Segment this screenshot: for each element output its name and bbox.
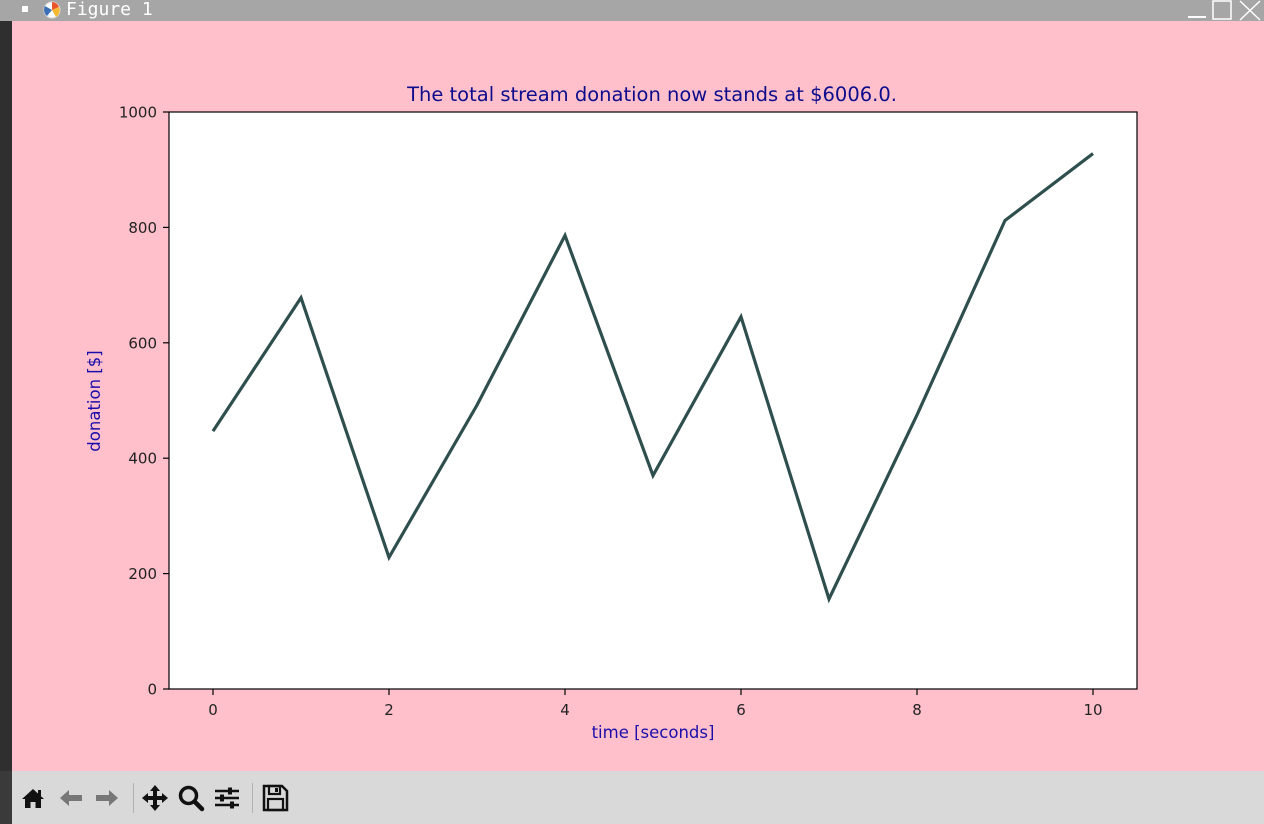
toolbar-separator xyxy=(252,783,253,813)
configure-subplots-icon[interactable] xyxy=(212,783,242,813)
x-tick-label: 8 xyxy=(912,701,922,719)
navigation-toolbar xyxy=(12,771,1264,824)
line-chart[interactable]: The total stream donation now stands at … xyxy=(12,21,1264,771)
maximize-icon[interactable] xyxy=(1211,0,1235,21)
zoom-icon[interactable] xyxy=(176,783,206,813)
close-icon[interactable] xyxy=(1238,0,1262,21)
y-axis: 0 200 400 600 800 1000 xyxy=(119,104,169,699)
home-icon[interactable] xyxy=(18,783,48,813)
y-tick-label: 0 xyxy=(147,681,157,699)
series-layer xyxy=(211,152,1094,604)
title-bar[interactable]: Figure 1 xyxy=(0,0,1264,21)
x-axis: 0 2 4 6 8 10 xyxy=(208,689,1103,719)
y-tick-label: 800 xyxy=(128,219,157,237)
plot-area[interactable] xyxy=(168,111,1138,690)
x-axis-label: time [seconds] xyxy=(592,723,715,742)
x-tick-label: 4 xyxy=(560,701,570,719)
x-tick-label: 2 xyxy=(384,701,394,719)
forward-arrow-icon[interactable] xyxy=(92,783,122,813)
window-title: Figure 1 xyxy=(66,0,153,20)
x-tick-label: 6 xyxy=(736,701,746,719)
y-axis-label: donation [$] xyxy=(85,350,104,451)
figure-canvas[interactable]: The total stream donation now stands at … xyxy=(12,21,1264,771)
y-tick-label: 1000 xyxy=(119,104,157,122)
pan-icon[interactable] xyxy=(140,783,170,813)
chart-title: The total stream donation now stands at … xyxy=(406,83,897,106)
save-icon[interactable] xyxy=(260,783,290,813)
y-tick-label: 200 xyxy=(128,565,157,583)
y-tick-label: 600 xyxy=(128,334,157,352)
back-arrow-icon[interactable] xyxy=(56,783,86,813)
minimize-icon[interactable] xyxy=(1186,0,1208,21)
app-icon xyxy=(43,1,61,19)
y-tick-label: 400 xyxy=(128,450,157,468)
x-tick-label: 10 xyxy=(1083,701,1102,719)
window-left-edge xyxy=(0,21,12,771)
x-tick-label: 0 xyxy=(208,701,218,719)
toolbar-separator xyxy=(133,783,134,813)
window-menu-icon[interactable] xyxy=(22,6,28,12)
